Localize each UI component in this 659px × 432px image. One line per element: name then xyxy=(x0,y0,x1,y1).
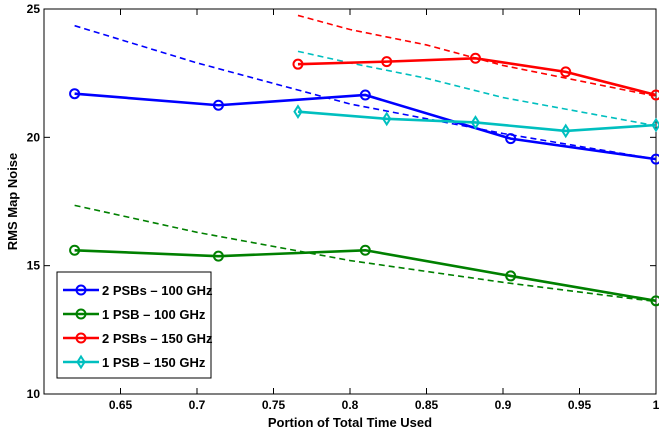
data-point xyxy=(505,133,517,145)
legend-item: 2 PSBs – 150 GHz xyxy=(63,331,213,346)
series-line xyxy=(297,56,657,97)
series-lines xyxy=(69,52,659,307)
legend: 2 PSBs – 100 GHz 1 PSB – 100 GHz 2 PSBs – … xyxy=(56,271,213,379)
data-point xyxy=(69,244,81,256)
y-tick-label: 25 xyxy=(27,2,41,16)
legend-label: 2 PSBs – 150 GHz xyxy=(102,331,213,346)
data-point xyxy=(651,117,659,133)
data-point xyxy=(470,115,481,130)
data-point xyxy=(382,111,392,127)
legend-label: 1 PSB – 150 GHz xyxy=(102,355,206,370)
reference-curve xyxy=(74,24,657,160)
data-point xyxy=(212,99,224,111)
series-line xyxy=(297,110,657,133)
x-tick-label: 0.65 xyxy=(109,398,133,412)
series-line xyxy=(74,248,657,303)
data-point xyxy=(359,89,371,101)
x-tick-label: 0.9 xyxy=(495,398,512,412)
x-tick-label: 0.95 xyxy=(568,398,592,412)
data-point xyxy=(650,89,659,101)
reference-curve xyxy=(297,14,657,98)
data-point xyxy=(75,308,87,320)
data-point xyxy=(561,123,571,139)
data-point xyxy=(650,295,659,307)
y-tick-label: 20 xyxy=(27,130,41,144)
series-line xyxy=(74,92,657,161)
data-point xyxy=(650,153,659,165)
legend-item: 1 PSB – 100 GHz xyxy=(63,307,206,322)
y-axis-label: RMS Map Noise xyxy=(5,153,20,251)
reference-curve xyxy=(297,50,657,127)
legend-item: 1 PSB – 150 GHz xyxy=(63,354,206,370)
data-point xyxy=(69,88,81,100)
y-tick-label: 15 xyxy=(27,259,41,273)
legend-label: 2 PSBs – 100 GHz xyxy=(102,283,213,298)
x-tick-label: 0.8 xyxy=(342,398,359,412)
data-point xyxy=(560,66,572,78)
data-point xyxy=(212,250,224,262)
data-point xyxy=(75,332,87,344)
data-point xyxy=(76,354,86,370)
data-point xyxy=(75,284,87,296)
data-point xyxy=(381,56,393,68)
legend-item: 2 PSBs – 100 GHz xyxy=(63,283,213,298)
data-point xyxy=(469,52,481,64)
x-tick-label: 0.85 xyxy=(415,398,439,412)
data-point xyxy=(505,270,517,282)
x-tick-label: 0.7 xyxy=(189,398,206,412)
axis-ticks: 0.65 0.7 0.75 0.8 0.85 0.9 0.95 1 10 15 20 25 xyxy=(27,2,659,412)
series xyxy=(292,52,659,101)
series xyxy=(293,104,659,139)
y-tick-label: 10 xyxy=(27,387,41,401)
series xyxy=(69,88,659,165)
data-point xyxy=(292,58,304,70)
reference-curve xyxy=(74,204,657,303)
x-axis-label: Portion of Total Time Used xyxy=(268,415,432,430)
data-point xyxy=(293,104,303,120)
series xyxy=(69,244,659,307)
legend-label: 1 PSB – 100 GHz xyxy=(102,307,206,322)
x-tick-label: 1 xyxy=(653,398,659,412)
reference-curves xyxy=(74,14,657,303)
data-point xyxy=(359,244,371,256)
x-tick-label: 0.75 xyxy=(262,398,286,412)
